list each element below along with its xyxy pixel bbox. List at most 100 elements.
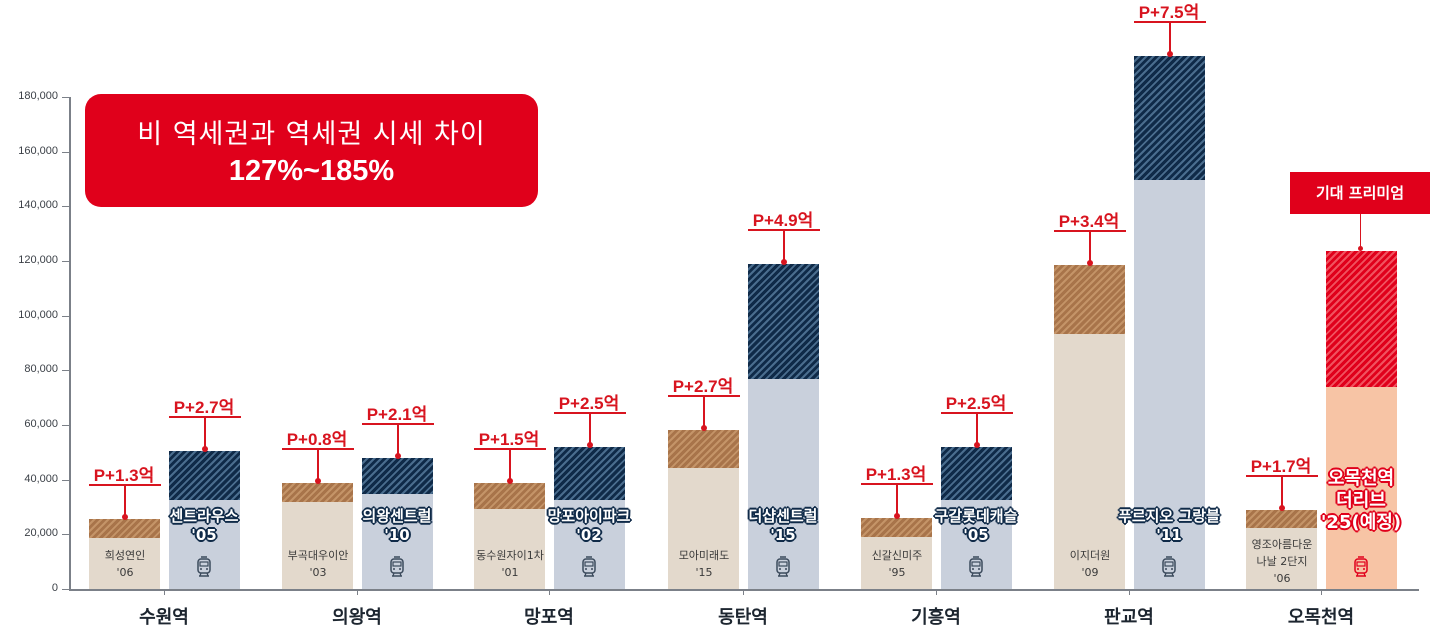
non-station-premium-label: P+2.7억 — [672, 376, 734, 396]
y-tick-mark — [62, 370, 70, 372]
train-icon — [195, 556, 213, 578]
apartment-year: '25(예정) — [1320, 512, 1402, 533]
non-station-premium-label: P+1.3억 — [865, 464, 927, 484]
non-station-premium-dot — [507, 477, 513, 484]
non-station-premium-label: P+1.7억 — [1250, 457, 1312, 476]
y-tick-mark — [62, 479, 70, 481]
station-premium-segment — [362, 458, 433, 494]
station-base-segment — [941, 499, 1012, 589]
non-station-premium-dot — [122, 514, 128, 521]
apartment-name: 더샵센트럴 — [748, 507, 818, 525]
non-station-premium-segment — [282, 482, 353, 502]
apartment-name: 푸르지오 그랑블 — [1118, 507, 1220, 525]
y-tick-mark — [62, 97, 70, 98]
non-station-base-segment — [861, 537, 932, 589]
apartment-name: 망포아이파크 — [547, 507, 631, 525]
y-tick-label: 0 — [51, 582, 58, 594]
non-station-premium-segment — [1054, 264, 1125, 334]
y-tick-label: 40,000 — [24, 472, 58, 485]
station-premium-dot — [781, 259, 787, 265]
expected-premium-dot — [1358, 246, 1363, 251]
non-station-bar — [474, 482, 545, 589]
planned-apartment-label: 오목천역 더리브 '25(예정) — [1301, 468, 1421, 534]
non-station-premium-label: P+3.4억 — [1058, 211, 1120, 231]
apartment-year: '06 — [1273, 572, 1291, 585]
apartment-name: 모아미래도 — [678, 549, 730, 562]
apartment-year: '09 — [1081, 566, 1099, 579]
non-station-premium-dot — [701, 424, 707, 431]
y-tick-label: 120,000 — [18, 254, 58, 266]
non-station-apartment-label: 이지더원 '09 — [1050, 547, 1130, 581]
apartment-name: 이지더원 — [1069, 549, 1111, 562]
station-premium-pointer — [397, 424, 399, 457]
apartment-name-line2: 나날 2단지 — [1256, 555, 1308, 568]
apartment-name-line1: 오목천역 — [1327, 468, 1395, 489]
station-premium-pointer — [1169, 22, 1171, 54]
station-bar — [362, 458, 433, 589]
station-premium-pointer — [204, 416, 206, 449]
non-station-premium-segment — [1246, 510, 1317, 529]
station-premium-label: P+7.5억 — [1138, 3, 1200, 22]
station-base-segment — [1326, 386, 1397, 589]
x-tick-mark — [357, 590, 358, 595]
y-tick-label: 80,000 — [24, 363, 58, 376]
y-axis — [69, 97, 71, 590]
station-premium-segment — [941, 446, 1012, 500]
station-base-segment — [169, 499, 240, 589]
expected-premium-label: 기대 프리미엄 — [1290, 172, 1430, 214]
non-station-premium-pointer — [317, 448, 319, 481]
non-station-bar — [1054, 264, 1125, 589]
station-premium-pointer — [783, 230, 785, 262]
apartment-year: '02 — [576, 526, 602, 544]
station-bar — [169, 450, 240, 589]
non-station-apartment-label: 희성연인 '06 — [85, 547, 165, 581]
non-station-premium-label: P+0.8억 — [286, 429, 348, 449]
non-station-base-segment — [668, 467, 739, 589]
station-apartment-label: 망포아이파크 '02 — [529, 507, 649, 545]
y-tick-mark — [62, 151, 70, 153]
station-premium-dot — [587, 441, 593, 448]
station-apartment-label: 더샵센트럴 '15 — [723, 507, 843, 545]
station-bar — [1134, 56, 1205, 589]
station-category-label: 기흥역 — [911, 607, 961, 628]
apartment-year: '15 — [695, 566, 713, 579]
non-station-bar — [89, 519, 160, 589]
x-tick-mark — [743, 590, 744, 595]
station-premium-label: P+2.7억 — [173, 397, 235, 417]
station-base-segment — [554, 499, 625, 589]
non-station-base-segment — [1054, 333, 1125, 589]
expected-premium-pointer — [1360, 214, 1361, 250]
station-category-label: 동탄역 — [718, 607, 768, 628]
non-station-bar — [668, 429, 739, 589]
x-tick-mark — [549, 590, 550, 595]
apartment-year: '05 — [191, 526, 217, 544]
apartment-year: '11 — [1156, 526, 1182, 544]
non-station-apartment-label: 부곡대우이안 '03 — [278, 547, 358, 581]
train-icon — [967, 556, 985, 578]
non-station-apartment-label: 신갈신미주 '95 — [857, 547, 937, 581]
non-station-premium-pointer — [509, 448, 511, 481]
station-bar — [941, 446, 1012, 589]
non-station-bar — [282, 482, 353, 589]
train-icon — [388, 556, 406, 578]
callout-range: 127%~185% — [228, 155, 395, 187]
station-premium-label: P+2.5억 — [945, 393, 1007, 413]
non-station-base-segment — [1246, 528, 1317, 589]
non-station-premium-dot — [1087, 259, 1093, 266]
y-tick-mark — [62, 534, 70, 536]
x-tick-mark — [1129, 590, 1130, 595]
non-station-apartment-label: 동수원자이1차 '01 — [470, 547, 550, 581]
x-tick-mark — [1321, 590, 1322, 595]
x-tick-mark — [936, 590, 937, 595]
apartment-year: '15 — [770, 526, 796, 544]
train-icon — [1160, 556, 1178, 578]
station-premium-dot — [202, 445, 208, 452]
station-premium-segment — [1134, 56, 1205, 180]
apartment-name: 구갈롯데캐슬 — [934, 507, 1018, 525]
y-tick-label: 20,000 — [24, 527, 58, 540]
non-station-premium-dot — [894, 512, 900, 519]
apartment-name-line1: 영조아름다운 — [1251, 538, 1313, 551]
apartment-name: 동수원자이1차 — [476, 549, 544, 562]
